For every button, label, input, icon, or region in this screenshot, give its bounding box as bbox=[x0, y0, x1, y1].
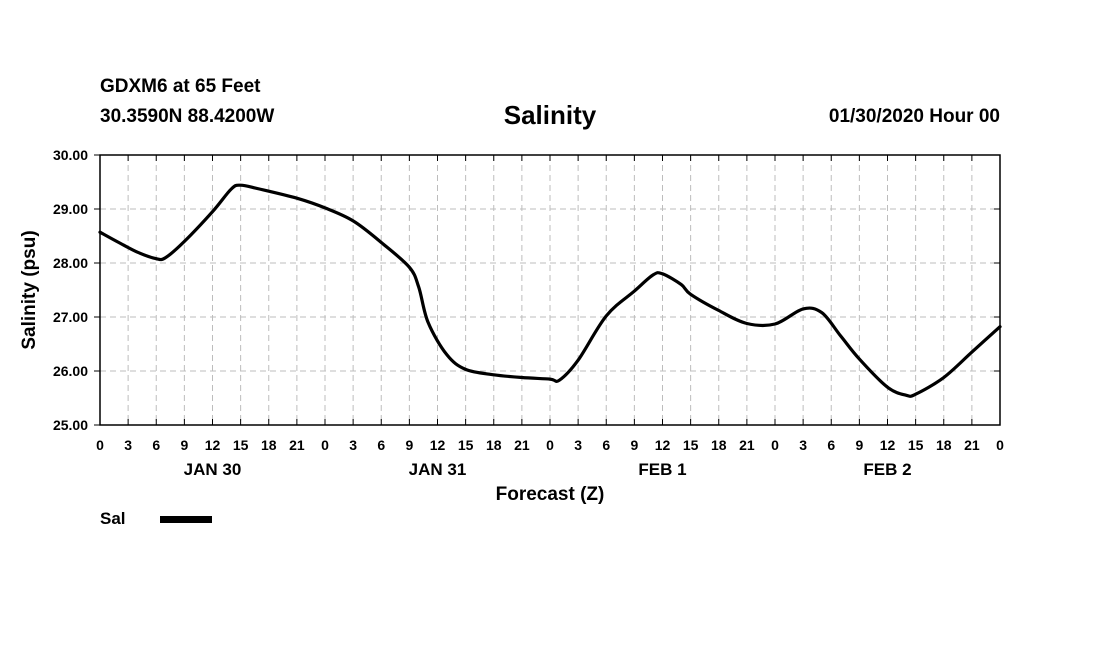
x-tick-label: 6 bbox=[152, 437, 160, 453]
plot-frame bbox=[99, 154, 1001, 426]
x-tick-label: 6 bbox=[827, 437, 835, 453]
x-tick-label: 18 bbox=[711, 437, 727, 453]
x-axis-title: Forecast (Z) bbox=[496, 484, 605, 505]
x-tick-label: 6 bbox=[377, 437, 385, 453]
day-label: JAN 31 bbox=[409, 460, 467, 479]
y-tick-label: 30.00 bbox=[53, 147, 88, 163]
y-tick-label: 25.00 bbox=[53, 417, 88, 433]
x-tick-label: 0 bbox=[771, 437, 779, 453]
legend-swatch-sal bbox=[160, 515, 212, 523]
x-tick-label: 15 bbox=[233, 437, 249, 453]
day-label: FEB 2 bbox=[863, 460, 911, 479]
grid-lines bbox=[100, 155, 1000, 425]
day-label: JAN 30 bbox=[184, 460, 242, 479]
x-tick-label: 21 bbox=[739, 437, 755, 453]
x-tick-label: 3 bbox=[574, 437, 582, 453]
y-tick-label: 29.00 bbox=[53, 201, 88, 217]
x-tick-label: 0 bbox=[321, 437, 329, 453]
axis-ticks bbox=[94, 154, 1001, 426]
x-tick-label: 18 bbox=[936, 437, 952, 453]
x-tick-label: 12 bbox=[430, 437, 446, 453]
x-tick-label: 3 bbox=[799, 437, 807, 453]
x-tick-label: 12 bbox=[655, 437, 671, 453]
series-layer bbox=[98, 183, 1002, 398]
x-tick-label: 9 bbox=[630, 437, 638, 453]
y-tick-label: 28.00 bbox=[53, 255, 88, 271]
x-tick-label: 21 bbox=[289, 437, 305, 453]
x-tick-label: 12 bbox=[880, 437, 896, 453]
y-tick-label: 27.00 bbox=[53, 309, 88, 325]
x-tick-label: 21 bbox=[964, 437, 980, 453]
x-tick-label: 15 bbox=[458, 437, 474, 453]
x-tick-label: 12 bbox=[205, 437, 221, 453]
day-label: FEB 1 bbox=[638, 460, 686, 479]
x-tick-label: 0 bbox=[546, 437, 554, 453]
coordinates-label: 30.3590N 88.4200W bbox=[100, 106, 275, 127]
series-line-sal bbox=[98, 183, 1002, 398]
legend: Sal bbox=[100, 509, 212, 529]
x-tick-label: 15 bbox=[683, 437, 699, 453]
forecast-date-label: 01/30/2020 Hour 00 bbox=[828, 106, 1000, 127]
y-tick-label: 26.00 bbox=[53, 363, 88, 379]
x-tick-label: 0 bbox=[96, 437, 104, 453]
axis-labels: 0 3 6 9 12 15 18 21 0 3 6 9 12 15 18 21 0 3 6 9 12 15 18 21 0 3 6 9… bbox=[53, 147, 1004, 479]
x-tick-label: 6 bbox=[602, 437, 610, 453]
plot-title: Salinity bbox=[503, 100, 597, 130]
x-tick-label: 18 bbox=[261, 437, 277, 453]
x-tick-label: 9 bbox=[180, 437, 188, 453]
station-label: GDXM6 at 65 Feet bbox=[100, 76, 261, 97]
x-tick-label: 9 bbox=[405, 437, 413, 453]
x-tick-label: 0 bbox=[996, 437, 1004, 453]
x-tick-label: 9 bbox=[855, 437, 863, 453]
x-tick-label: 3 bbox=[124, 437, 132, 453]
y-axis-title: Salinity (psu) bbox=[19, 230, 40, 349]
x-tick-label: 3 bbox=[349, 437, 357, 453]
x-tick-label: 15 bbox=[908, 437, 924, 453]
x-tick-label: 18 bbox=[486, 437, 502, 453]
x-tick-label: 21 bbox=[514, 437, 530, 453]
legend-label-sal: Sal bbox=[100, 509, 126, 528]
